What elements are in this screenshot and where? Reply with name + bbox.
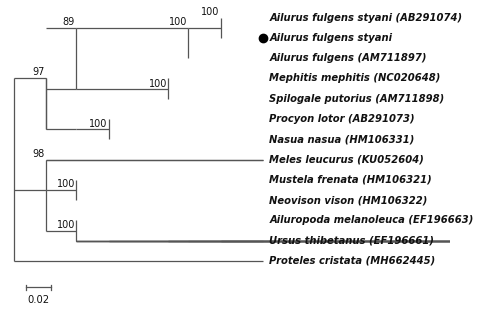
Text: Ailurus fulgens styani (AB291074): Ailurus fulgens styani (AB291074) [270, 13, 462, 23]
Text: Meles leucurus (KU052604): Meles leucurus (KU052604) [270, 154, 424, 165]
Text: 97: 97 [32, 67, 45, 78]
Text: Procyon lotor (AB291073): Procyon lotor (AB291073) [270, 114, 415, 124]
Text: Ailurus fulgens styani: Ailurus fulgens styani [270, 33, 392, 43]
Text: Ailurus fulgens (AM711897): Ailurus fulgens (AM711897) [270, 53, 427, 63]
Text: 100: 100 [169, 17, 187, 27]
Text: 98: 98 [33, 149, 45, 159]
Text: Ursus thibetanus (EF196661): Ursus thibetanus (EF196661) [270, 236, 434, 246]
Text: Mephitis mephitis (NC020648): Mephitis mephitis (NC020648) [270, 74, 441, 83]
Text: 100: 100 [56, 219, 75, 230]
Text: 0.02: 0.02 [28, 295, 50, 305]
Text: Nasua nasua (HM106331): Nasua nasua (HM106331) [270, 134, 415, 144]
Text: Mustela frenata (HM106321): Mustela frenata (HM106321) [270, 175, 432, 185]
Text: Proteles cristata (MH662445): Proteles cristata (MH662445) [270, 256, 436, 266]
Text: 100: 100 [56, 179, 75, 189]
Text: 100: 100 [149, 78, 167, 89]
Text: 89: 89 [62, 17, 75, 27]
Text: Spilogale putorius (AM711898): Spilogale putorius (AM711898) [270, 94, 444, 104]
Text: 100: 100 [89, 119, 108, 129]
Text: 100: 100 [201, 6, 220, 17]
Text: Neovison vison (HM106322): Neovison vison (HM106322) [270, 195, 428, 205]
Text: Ailuropoda melanoleuca (EF196663): Ailuropoda melanoleuca (EF196663) [270, 215, 474, 225]
